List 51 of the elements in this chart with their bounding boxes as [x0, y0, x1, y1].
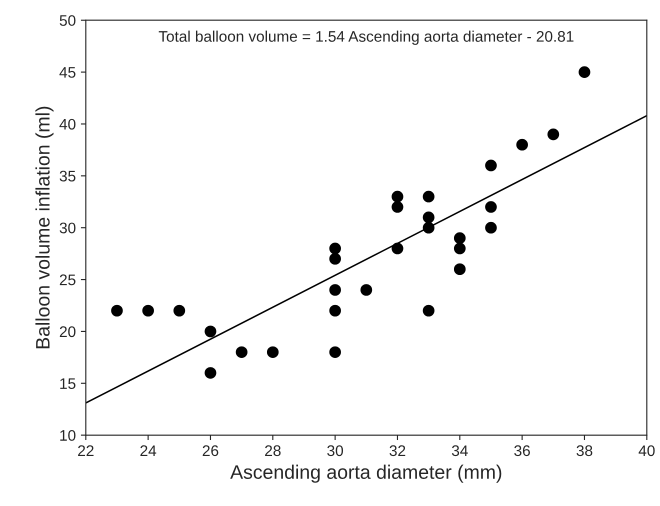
point: [204, 326, 216, 338]
point: [454, 242, 466, 254]
point: [329, 304, 341, 317]
y-tick-label: 30: [60, 222, 76, 234]
x-tick-label: 30: [327, 445, 344, 456]
y-tick-label: 45: [59, 67, 76, 78]
point: [516, 138, 528, 151]
y-tick-label: 50: [60, 15, 76, 26]
point: [329, 252, 341, 265]
point: [422, 211, 434, 224]
x-tick-label: 26: [202, 445, 218, 456]
point: [204, 367, 216, 379]
point: [329, 242, 341, 254]
point: [173, 304, 186, 317]
y-tick-label: 20: [60, 326, 76, 338]
point: [422, 190, 434, 202]
x-axis-title: Ascending aorta diameter (mm): [230, 464, 502, 483]
point: [236, 346, 248, 358]
x-tick-label: 28: [265, 445, 281, 456]
x-tick-label: 34: [452, 445, 468, 456]
x-tick-label: 32: [390, 445, 406, 456]
point: [392, 242, 404, 254]
y-tick-label: 15: [60, 378, 76, 389]
point: [329, 284, 341, 296]
x-tick-label: 24: [140, 445, 156, 456]
point: [454, 232, 466, 244]
y-axis-title: Balloon volume inflation (ml): [35, 106, 54, 348]
point: [485, 201, 497, 213]
point: [392, 190, 404, 202]
point: [485, 160, 497, 172]
x-tick-label: 36: [514, 445, 530, 456]
point: [360, 284, 372, 296]
y-tick-label: 10: [60, 430, 76, 441]
point: [454, 263, 466, 276]
annotation: Total balloon volume = 1.54 Ascending aorta diameter - 20.81: [158, 30, 574, 45]
point: [547, 128, 560, 140]
point: [578, 66, 590, 78]
point: [422, 222, 434, 234]
point: [422, 304, 434, 317]
y-tick-label: 35: [60, 170, 76, 182]
y-tick-label: 25: [60, 274, 76, 286]
x-tick-label: 22: [78, 445, 94, 456]
point: [266, 346, 279, 358]
x-tick-label: 38: [576, 445, 592, 456]
point: [142, 304, 154, 317]
x-tick-label: 40: [638, 445, 655, 456]
point: [329, 346, 341, 358]
point: [111, 304, 123, 317]
y-tick-label: 40: [59, 118, 76, 130]
point: [392, 201, 404, 213]
point: [485, 222, 497, 234]
